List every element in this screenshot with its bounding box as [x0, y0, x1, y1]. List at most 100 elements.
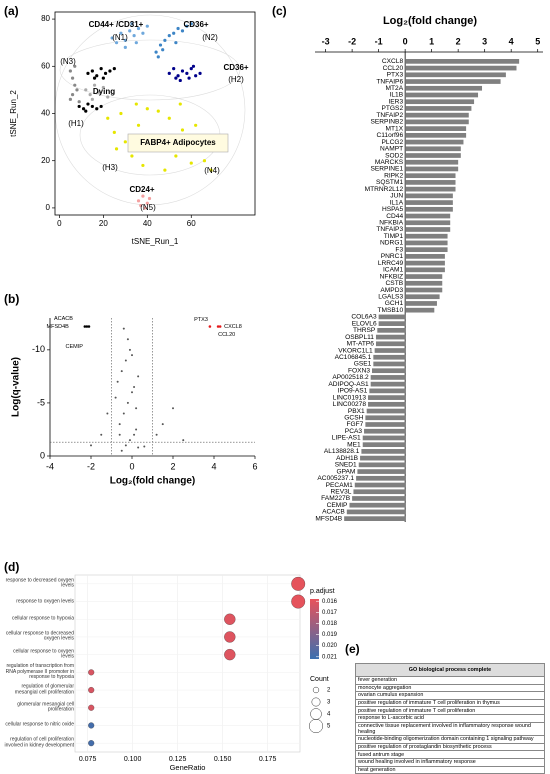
bar: [368, 401, 406, 407]
point: [84, 109, 88, 113]
table-row: positive regulation of immature T cell p…: [355, 698, 545, 708]
x-tick-label: 0: [403, 36, 408, 46]
point: [161, 48, 165, 52]
go-table: GO biological process complete fever gen…: [355, 663, 545, 774]
category-label: IPO9-AS1: [338, 388, 368, 395]
annotation: CD36+: [223, 63, 248, 72]
point-label: MFSD4B: [47, 324, 70, 330]
bar: [362, 435, 406, 441]
bar: [373, 361, 406, 367]
bar: [405, 132, 467, 138]
annotation: (N1): [112, 33, 128, 42]
bar: [369, 388, 406, 394]
x-tick-label: 0.150: [214, 756, 232, 763]
point: [133, 433, 136, 436]
point-label: CEMIP: [66, 344, 84, 350]
bar: [378, 321, 406, 326]
point: [135, 428, 138, 431]
bar: [378, 314, 406, 320]
annotation: CD44+ /CD31+: [89, 20, 144, 29]
point: [90, 69, 94, 73]
point: [185, 71, 189, 75]
point: [136, 123, 141, 127]
category-label: NFKBIZ: [380, 273, 403, 280]
plot-panel: [74, 574, 301, 753]
category-label: AMPD3: [380, 287, 403, 294]
category-label: IL1B: [390, 92, 404, 99]
point: [103, 71, 108, 75]
x-tick-label: 60: [187, 219, 196, 228]
panel-label: (c): [272, 4, 287, 18]
category-label: IL1A: [390, 199, 404, 206]
bar: [373, 354, 406, 360]
bar: [346, 509, 406, 515]
y-tick-label: 0: [40, 450, 45, 460]
category-label: PTGS2: [382, 105, 404, 112]
point: [70, 76, 75, 80]
x-tick-label: -2: [87, 461, 95, 471]
x-tick-label: 4: [509, 36, 514, 46]
category-label: ME1: [347, 441, 361, 448]
bar: [405, 126, 467, 131]
category-label: GCSH: [344, 415, 363, 422]
bar: [375, 341, 406, 347]
bar: [374, 348, 406, 353]
annotation: Dying: [93, 87, 115, 96]
table-cell: fever generation: [355, 676, 545, 685]
point: [128, 348, 131, 351]
point: [75, 88, 79, 92]
point: [174, 41, 178, 45]
point: [95, 74, 99, 78]
category-label: MT-ATP6: [347, 341, 375, 348]
point: [124, 444, 127, 447]
size-key-label: 5: [327, 724, 331, 730]
bar: [405, 274, 443, 279]
bar: [405, 260, 445, 266]
point: [174, 76, 178, 80]
dot: [88, 669, 95, 676]
point: [137, 375, 140, 378]
y-tick-label: 40: [41, 109, 50, 118]
category-label: NAMPT: [380, 146, 403, 153]
category-label: CSTB: [386, 280, 404, 287]
point: [128, 439, 131, 442]
bar: [405, 247, 448, 253]
bar: [405, 65, 517, 71]
category-label: PBX1: [348, 408, 365, 415]
category-label: RIPK2: [384, 172, 403, 179]
point: [124, 359, 127, 362]
x-tick-label: 20: [99, 219, 108, 228]
y-tick-label: 0: [46, 203, 51, 212]
category-label: LGALS3: [378, 293, 403, 300]
bar: [360, 455, 406, 461]
dot: [88, 686, 95, 694]
category-label: MTRNR2L12: [365, 186, 404, 193]
category-label: TIMP1: [384, 233, 404, 240]
bar: [405, 267, 445, 273]
category-label: LIPE-AS1: [332, 435, 361, 442]
point: [141, 194, 145, 198]
point: [141, 163, 145, 168]
x-tick-label: 0: [57, 219, 62, 228]
point: [92, 83, 97, 87]
point: [133, 386, 136, 388]
point: [119, 31, 123, 35]
bar: [405, 85, 483, 91]
category-label: CD44: [386, 213, 403, 220]
point: [191, 64, 196, 68]
point: [77, 100, 81, 104]
bar: [370, 381, 406, 387]
point: [118, 433, 121, 436]
point: [90, 444, 92, 447]
category-label: VKORC1L1: [338, 347, 373, 354]
y-axis-label: Log(q-value): [11, 357, 22, 417]
category-label: COL6A3: [351, 314, 377, 321]
x-tick-label: 2: [456, 36, 461, 46]
point: [120, 370, 123, 373]
point: [137, 446, 140, 449]
bar: [366, 408, 406, 414]
point: [120, 449, 123, 452]
term-label: response to decreased oxygen levels: [5, 577, 74, 589]
point: [100, 433, 103, 436]
point: [136, 199, 141, 203]
